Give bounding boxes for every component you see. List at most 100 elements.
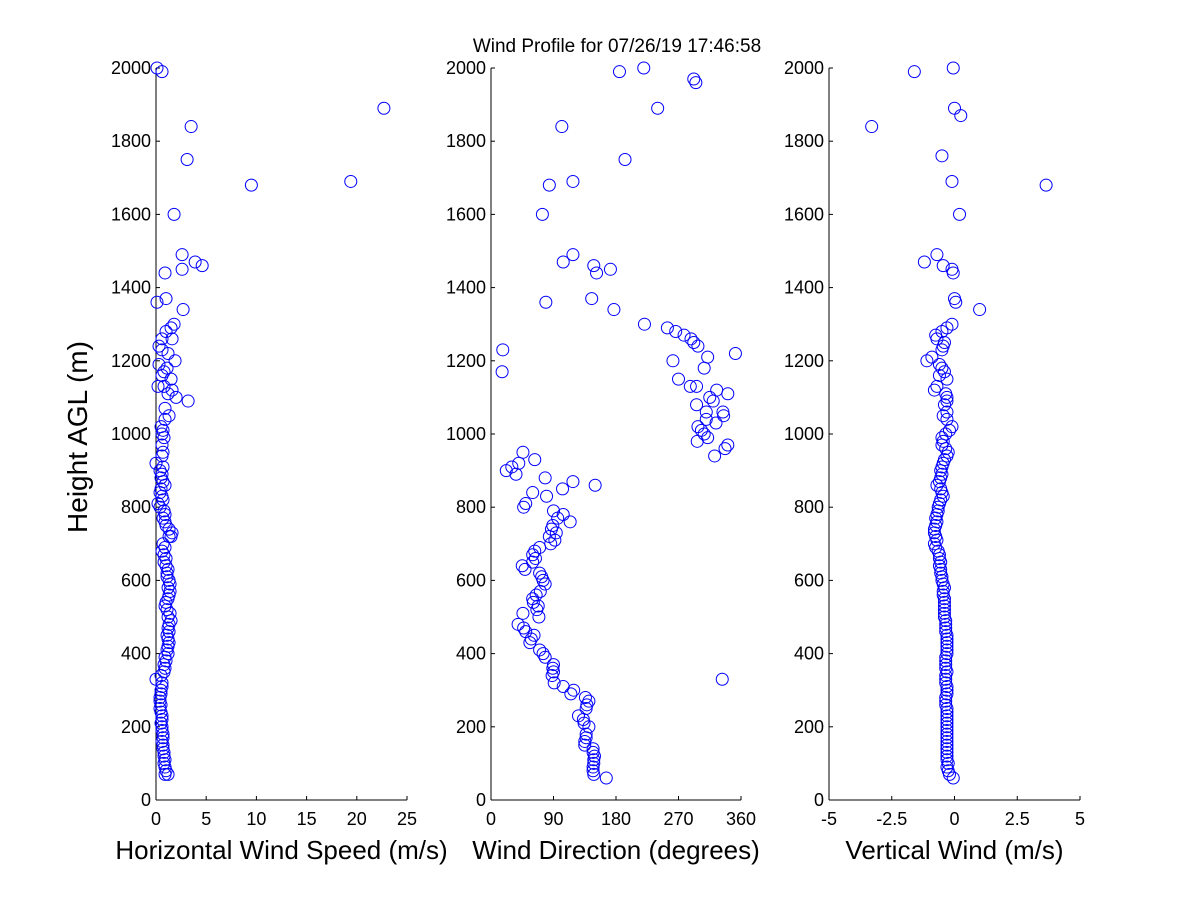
- speed-y-tick-label: 200: [121, 717, 151, 737]
- direction-data-point: [585, 292, 599, 306]
- vertical-data-point: [939, 691, 953, 705]
- direction-data-point: [542, 178, 556, 192]
- speed-data-point: [152, 339, 166, 353]
- direction-x-tick-label: 90: [543, 809, 563, 829]
- direction-data-point: [717, 409, 731, 423]
- speed-data-point: [150, 295, 164, 309]
- direction-data-point: [509, 467, 523, 481]
- vertical-data-point: [939, 650, 953, 664]
- speed-y-tick-label: 1400: [111, 278, 151, 298]
- speed-data-point: [159, 292, 173, 306]
- vertical-data-point: [940, 720, 954, 734]
- vertical-data-point: [936, 259, 950, 273]
- direction-data-point: [528, 544, 542, 558]
- direction-data-point: [578, 738, 592, 752]
- speed-data-point: [159, 559, 173, 573]
- vertical-data-point: [937, 606, 951, 620]
- vertical-data-point: [940, 702, 954, 715]
- vertical-data-point: [939, 621, 953, 635]
- direction-y-tick-label: 200: [456, 717, 486, 737]
- vertical-data-point: [935, 149, 949, 163]
- speed-x-tick-label: 20: [347, 809, 367, 829]
- vertical-data-point: [939, 617, 953, 631]
- vertical-data-point: [939, 694, 953, 708]
- direction-data-point: [718, 442, 732, 456]
- speed-data-point: [162, 625, 176, 639]
- vertical-data-point: [935, 361, 949, 375]
- direction-data-point: [586, 742, 600, 756]
- vertical-wind-panel: 0 200 400 600 800 1000 1200 1400 1600 1800 2000 -5 -…: [784, 58, 1085, 865]
- direction-data-point: [566, 475, 580, 489]
- speed-data-point: [161, 346, 175, 360]
- direction-data-point: [567, 683, 581, 697]
- direction-data-point: [533, 584, 547, 598]
- direction-data-point: [556, 255, 570, 269]
- speed-data-point: [156, 460, 170, 474]
- speed-data-point: [377, 101, 391, 115]
- speed-data-point: [156, 511, 170, 525]
- speed-data-point: [161, 767, 175, 781]
- vertical-data-point: [929, 511, 943, 525]
- direction-data-point: [709, 416, 723, 430]
- vertical-x-axis-label: Vertical Wind (m/s): [845, 835, 1063, 865]
- speed-data-point: [167, 207, 181, 221]
- direction-data-point: [691, 339, 705, 353]
- speed-y-tick-label: 2000: [111, 58, 151, 78]
- direction-y-tick-label: 800: [456, 497, 486, 517]
- direction-data-point: [516, 445, 530, 459]
- vertical-data-point: [936, 584, 950, 598]
- vertical-data-point: [940, 405, 954, 419]
- vertical-data-point: [927, 383, 941, 397]
- direction-data-point: [708, 449, 722, 463]
- speed-data-point: [158, 508, 172, 522]
- speed-y-tick-label: 1000: [111, 424, 151, 444]
- vertical-data-point: [934, 555, 948, 569]
- direction-x-tick-label: 0: [486, 809, 496, 829]
- direction-data-point: [603, 262, 617, 276]
- vertical-data-point: [946, 61, 960, 75]
- vertical-data-point: [940, 683, 954, 697]
- direction-data-point: [677, 328, 691, 342]
- speed-y-tick-label: 800: [121, 497, 151, 517]
- vertical-data-point: [927, 537, 941, 551]
- direction-data-point: [566, 248, 580, 262]
- direction-data-point: [699, 405, 713, 419]
- speed-data-point: [158, 767, 172, 781]
- direction-y-tick-label: 1600: [446, 204, 486, 224]
- direction-data-point: [669, 325, 683, 339]
- vertical-data-point: [949, 295, 963, 309]
- vertical-data-point: [940, 716, 954, 730]
- direction-data-point: [684, 332, 698, 346]
- direction-data-point: [529, 588, 543, 602]
- vertical-data-point: [917, 255, 931, 269]
- speed-data-point: [161, 387, 175, 401]
- vertical-data-point: [973, 303, 987, 317]
- direction-data-point: [545, 669, 559, 683]
- direction-y-tick-label: 1000: [446, 424, 486, 444]
- speed-data-point: [155, 720, 169, 734]
- vertical-data-point: [942, 767, 956, 781]
- vertical-data-point: [939, 442, 953, 456]
- vertical-data-point: [940, 628, 954, 642]
- direction-y-tick-label: 2000: [446, 58, 486, 78]
- speed-data-point: [157, 548, 171, 562]
- speed-data-point: [164, 614, 178, 628]
- vertical-data-point: [940, 738, 954, 752]
- direction-data-point: [547, 504, 560, 518]
- speed-data-point: [184, 120, 198, 134]
- direction-data-point: [512, 456, 526, 470]
- speed-data-point: [155, 332, 169, 346]
- vertical-y-tick-label: 1400: [784, 278, 824, 298]
- direction-data-point: [590, 266, 604, 280]
- vertical-data-point: [920, 354, 934, 368]
- direction-data-point: [578, 691, 592, 705]
- vertical-data-point: [946, 771, 960, 785]
- direction-data-point: [519, 497, 533, 511]
- direction-data-point: [495, 365, 509, 379]
- speed-data-point: [164, 529, 178, 543]
- speed-data-point: [167, 317, 181, 331]
- vertical-data-point: [937, 398, 951, 412]
- speed-y-tick-label: 400: [121, 644, 151, 664]
- direction-data-point: [551, 511, 565, 525]
- direction-x-tick-label: 270: [663, 809, 693, 829]
